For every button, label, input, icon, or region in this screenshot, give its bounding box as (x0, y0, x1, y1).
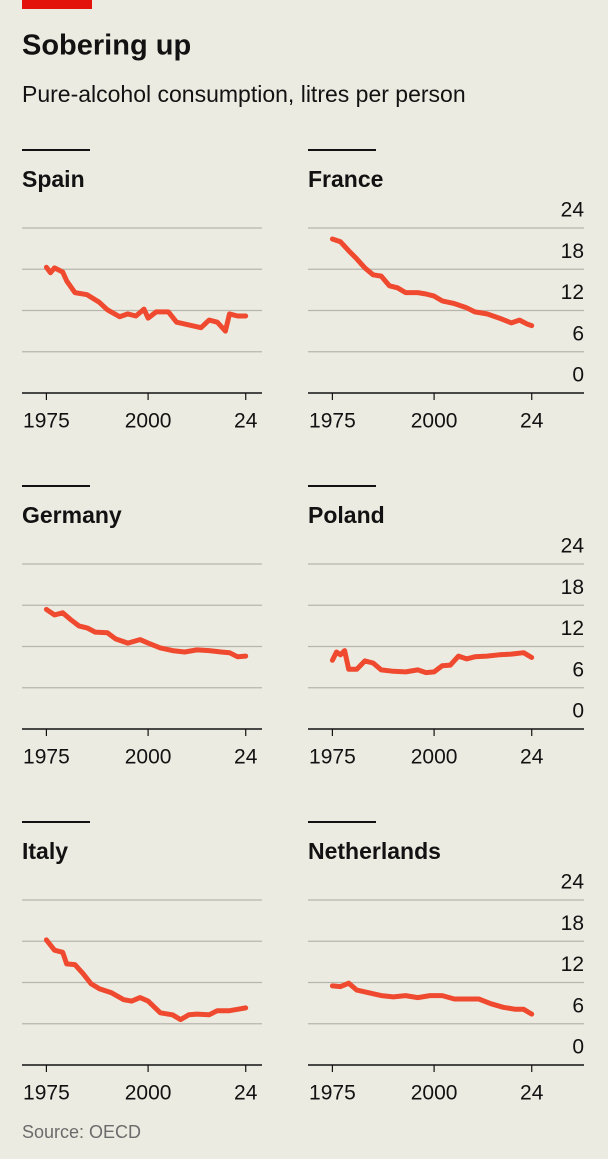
y-tick-label: 18 (561, 576, 584, 599)
y-tick-label: 18 (561, 912, 584, 935)
x-tick-label: 24 (234, 1082, 258, 1105)
x-tick-label: 2000 (125, 410, 172, 433)
y-tick-label: 24 (561, 199, 585, 222)
y-tick-label: 24 (561, 871, 585, 894)
data-line (329, 980, 535, 1017)
x-tick-label: 1975 (309, 1082, 356, 1105)
x-tick-label: 24 (520, 746, 544, 769)
y-tick-label: 6 (572, 994, 584, 1017)
y-tick-label: 18 (561, 240, 584, 263)
x-tick-label: 1975 (23, 1082, 70, 1105)
x-tick-label: 1975 (309, 746, 356, 769)
panel-title: Spain (22, 166, 85, 192)
panel-title: Germany (22, 502, 122, 528)
data-line (329, 236, 535, 329)
y-tick-label: 0 (572, 364, 584, 387)
data-line (329, 648, 535, 676)
panel-title: France (308, 166, 383, 192)
panel-title: Italy (22, 838, 68, 864)
brand-bar (22, 0, 92, 9)
x-tick-label: 2000 (125, 746, 172, 769)
x-tick-label: 24 (234, 410, 258, 433)
panel-title: Poland (308, 502, 385, 528)
x-tick-label: 2000 (411, 746, 458, 769)
y-tick-label: 0 (572, 700, 584, 723)
y-tick-label: 12 (561, 953, 584, 976)
panel-title: Netherlands (308, 838, 441, 864)
data-line (43, 264, 249, 334)
chart-subtitle: Pure-alcohol consumption, litres per per… (22, 81, 466, 107)
x-tick-label: 24 (520, 410, 544, 433)
x-tick-label: 2000 (125, 1082, 172, 1105)
y-tick-label: 24 (561, 535, 585, 558)
data-line (43, 937, 249, 1023)
x-tick-label: 1975 (309, 410, 356, 433)
y-tick-label: 12 (561, 281, 584, 304)
y-tick-label: 6 (572, 322, 584, 345)
x-tick-label: 2000 (411, 410, 458, 433)
x-tick-label: 24 (520, 1082, 544, 1105)
data-line (43, 606, 249, 660)
y-tick-label: 6 (572, 658, 584, 681)
x-tick-label: 1975 (23, 746, 70, 769)
x-tick-label: 1975 (23, 410, 70, 433)
x-tick-label: 2000 (411, 1082, 458, 1105)
source: Source: OECD (22, 1122, 141, 1142)
y-tick-label: 0 (572, 1036, 584, 1059)
chart-title: Sobering up (22, 30, 191, 62)
x-tick-label: 24 (234, 746, 258, 769)
y-tick-label: 12 (561, 617, 584, 640)
